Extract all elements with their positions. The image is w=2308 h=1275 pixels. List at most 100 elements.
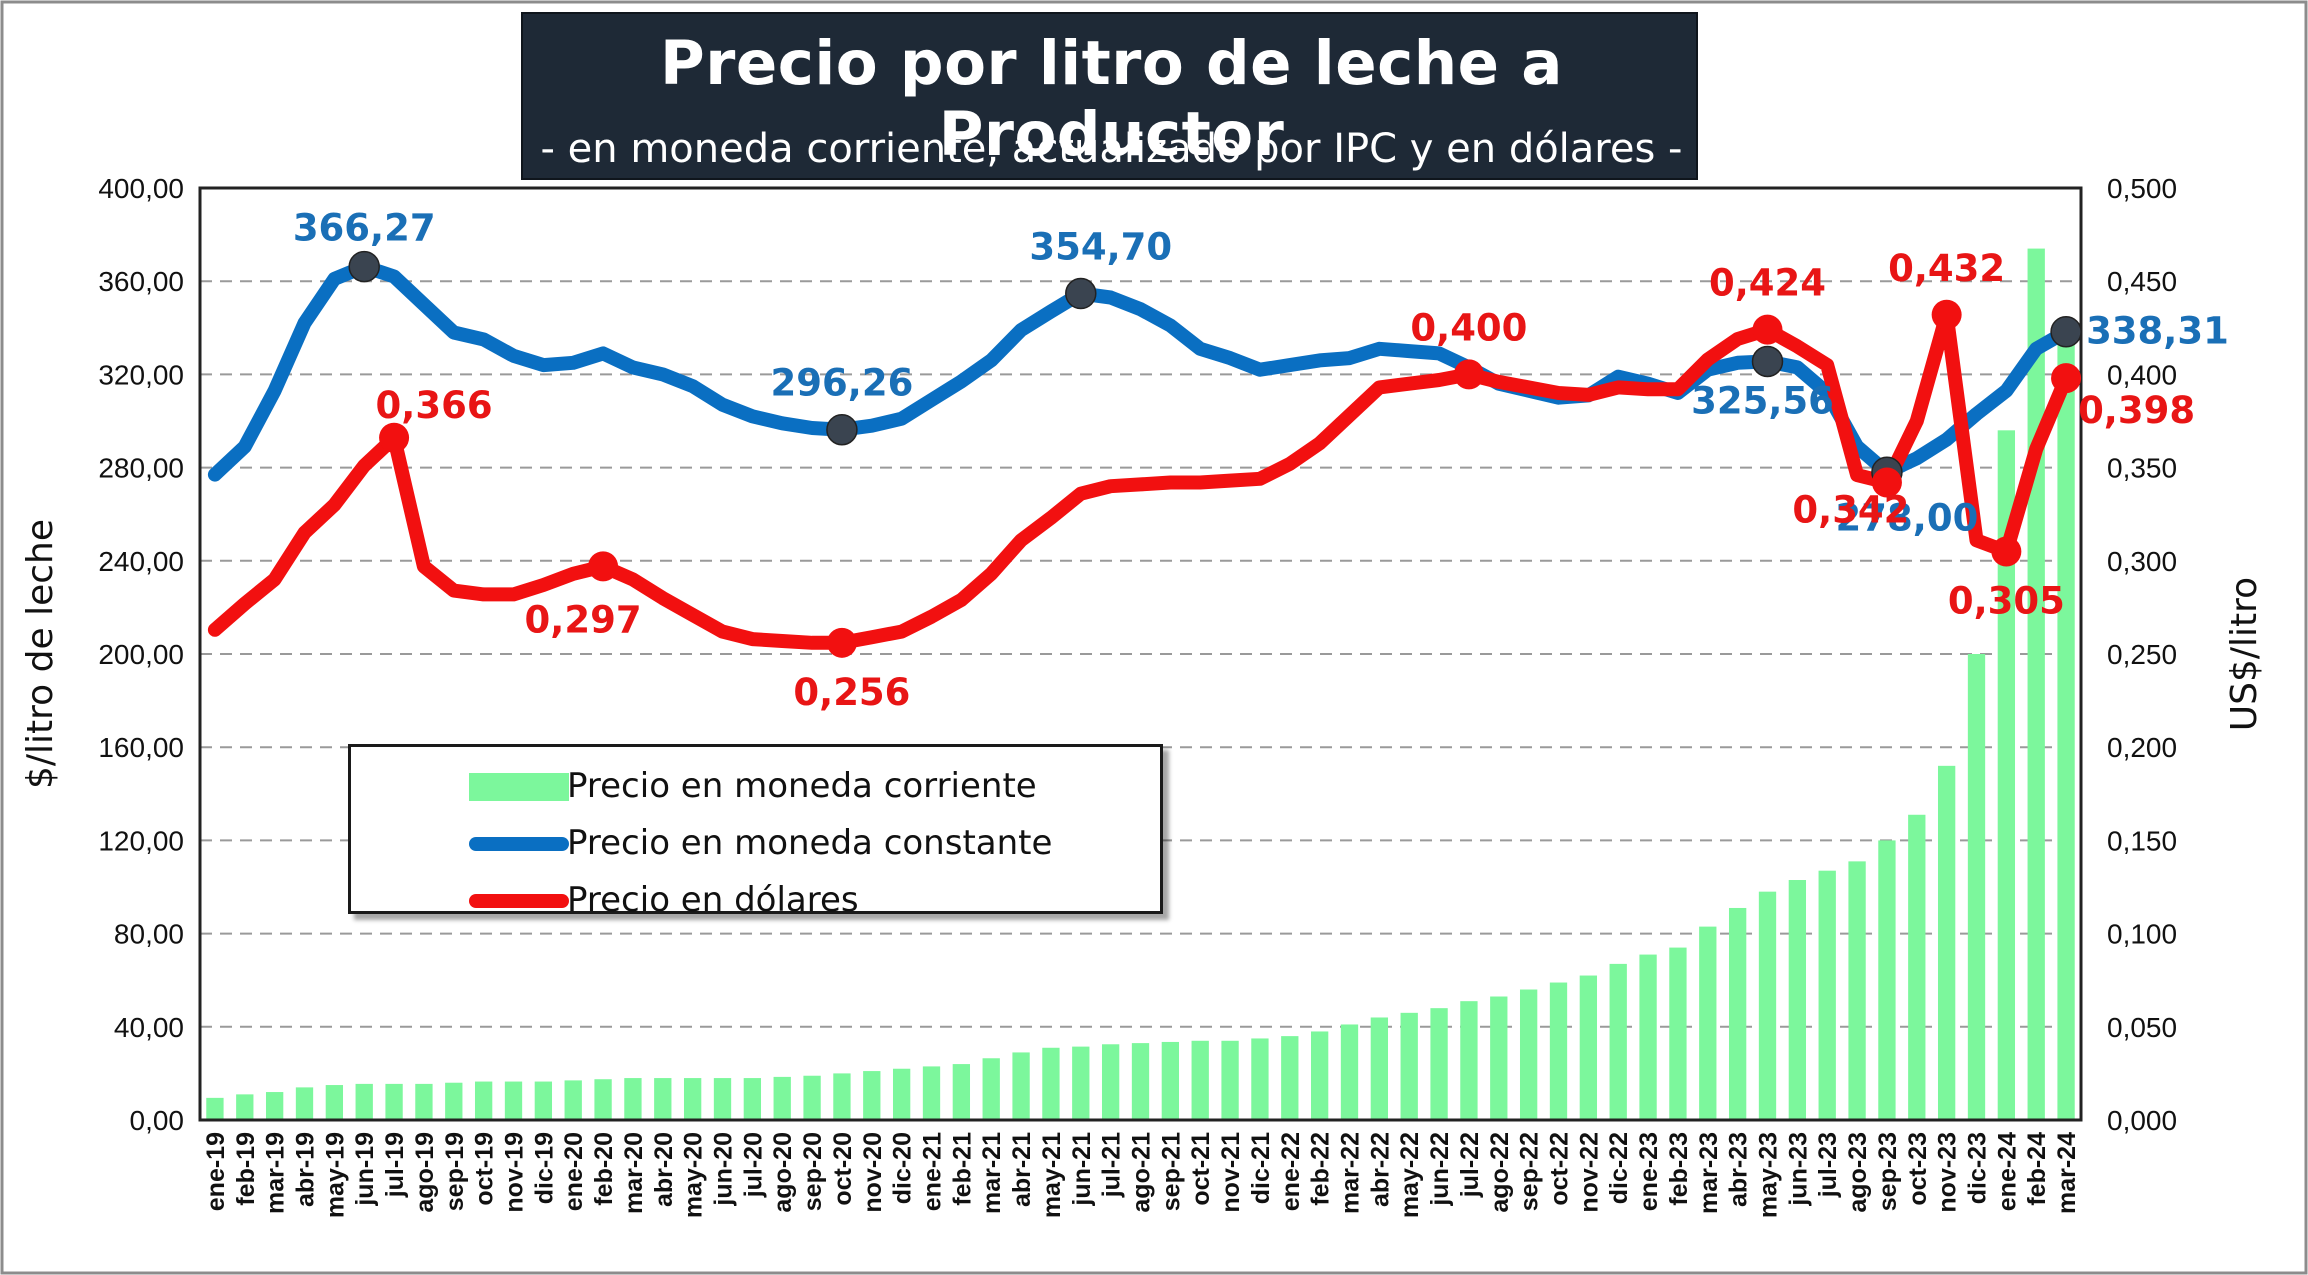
bar-ago-19 xyxy=(415,1083,433,1120)
legend-item-current: Precio en moneda corriente xyxy=(351,761,1160,813)
x-tick-label: feb-22 xyxy=(1307,1132,1335,1206)
data-label: 0,398 xyxy=(2078,389,2195,432)
y-tick-left: 200,00 xyxy=(98,639,184,670)
y-tick-right: 0,100 xyxy=(2107,919,2177,950)
data-label: 0,424 xyxy=(1709,262,1826,305)
x-tick-label: ene-20 xyxy=(560,1132,588,1211)
bar-jun-20 xyxy=(713,1078,732,1120)
bar-dic-20 xyxy=(892,1068,911,1120)
bar-ene-23 xyxy=(1639,954,1657,1120)
x-axis-ticks: ene-19 feb-19 mar-19 abr-19 may-19 jun-19 jul-… xyxy=(202,1132,2081,1218)
x-tick-label: jun-21 xyxy=(1068,1132,1096,1207)
x-tick-label: dic-21 xyxy=(1247,1132,1275,1204)
x-tick-label: mar-22 xyxy=(1337,1132,1365,1214)
left-axis-ticks: 0,00 40,00 80,00 120,00 160,00 200,00 240,00 28… xyxy=(98,173,184,1136)
x-tick-label: ene-22 xyxy=(1277,1132,1305,1211)
x-tick-label: sep-19 xyxy=(441,1132,469,1211)
x-tick-label: ene-21 xyxy=(919,1132,947,1211)
bar-mar-23 xyxy=(1699,926,1717,1120)
x-tick-label: oct-19 xyxy=(471,1132,499,1206)
bar-nov-22 xyxy=(1579,975,1598,1120)
data-label: 0,342 xyxy=(1792,489,1909,532)
legend-swatch-line-blue xyxy=(469,837,569,851)
chart-subtitle: - en moneda corriente, actualizado por I… xyxy=(540,126,1683,172)
bar-mar-22 xyxy=(1340,1024,1359,1120)
data-label: 354,70 xyxy=(1029,226,1172,269)
bar-mar-24 xyxy=(2057,331,2075,1121)
y-axis-left-label: $/litro de leche xyxy=(20,519,61,789)
bar-abr-22 xyxy=(1370,1017,1389,1120)
bar-feb-20 xyxy=(594,1079,612,1120)
bar-ene-24 xyxy=(1997,430,2016,1120)
data-label: 338,31 xyxy=(2086,310,2229,353)
bar-ene-19 xyxy=(206,1097,224,1120)
x-tick-label: ago-19 xyxy=(411,1132,439,1213)
x-tick-label: nov-19 xyxy=(501,1132,529,1213)
plot-area-border xyxy=(198,186,2083,1122)
y-tick-left: 0,00 xyxy=(130,1105,185,1136)
x-tick-label: jul-21 xyxy=(1098,1132,1126,1198)
x-tick-label: ene-24 xyxy=(1993,1132,2021,1211)
data-label: 325,56 xyxy=(1691,379,1834,422)
x-tick-label: mar-24 xyxy=(2053,1132,2081,1214)
bar-may-19 xyxy=(325,1085,344,1120)
bar-ene-20 xyxy=(564,1080,582,1120)
data-label: 278,00 xyxy=(1836,496,1979,539)
bar-feb-19 xyxy=(236,1094,254,1120)
bar-dic-22 xyxy=(1609,963,1627,1120)
x-tick-label: may-20 xyxy=(680,1132,708,1218)
legend-item-usd: Precio en dólares xyxy=(351,875,1160,927)
bar-jun-23 xyxy=(1788,880,1807,1120)
y-tick-left: 40,00 xyxy=(114,1012,184,1043)
x-tick-label: dic-19 xyxy=(530,1132,558,1204)
x-tick-label: jul-22 xyxy=(1456,1132,1484,1198)
x-tick-label: may-23 xyxy=(1755,1132,1783,1218)
bar-jun-22 xyxy=(1430,1008,1448,1120)
x-tick-label: jun-23 xyxy=(1784,1132,1812,1207)
marker-constante-mar-24 xyxy=(2050,315,2082,348)
bar-feb-24 xyxy=(2027,248,2045,1120)
x-tick-label: feb-20 xyxy=(590,1132,618,1206)
x-tick-label: ago-20 xyxy=(769,1132,797,1213)
legend-label-constant: Precio en moneda constante xyxy=(567,823,1053,863)
x-tick-label: abr-23 xyxy=(1725,1132,1753,1207)
bar-abr-23 xyxy=(1728,907,1747,1120)
marker-dolares-jul-22 xyxy=(1453,359,1484,390)
chart-title: Precio por litro de leche a Productor xyxy=(660,28,1563,170)
data-label: 0,256 xyxy=(793,671,910,714)
x-tick-label: nov-20 xyxy=(859,1132,887,1213)
marker-dolares-oct-20 xyxy=(826,627,857,658)
x-tick-label: abr-19 xyxy=(292,1132,320,1207)
x-tick-label: oct-23 xyxy=(1904,1132,1932,1206)
marker-dolares-nov-23 xyxy=(1931,299,1962,330)
y-tick-right: 0,300 xyxy=(2107,546,2177,577)
y-tick-left: 400,00 xyxy=(98,173,184,204)
marker-dolares-sep-23 xyxy=(1871,467,1902,498)
legend-label-current: Precio en moneda corriente xyxy=(567,766,1037,806)
x-tick-label: jun-19 xyxy=(351,1132,379,1207)
marker-constante-jun-21 xyxy=(1065,277,1097,310)
y-tick-right: 0,400 xyxy=(2107,359,2177,390)
x-tick-label: ene-19 xyxy=(202,1132,230,1211)
bar-jul-21 xyxy=(1101,1044,1120,1120)
y-tick-right: 0,500 xyxy=(2107,173,2177,204)
bar-jul-23 xyxy=(1818,870,1836,1120)
bar-may-21 xyxy=(1042,1047,1060,1120)
x-tick-label: nov-21 xyxy=(1217,1132,1245,1213)
bar-ago-23 xyxy=(1848,861,1866,1120)
x-tick-label: feb-21 xyxy=(948,1132,976,1206)
y-tick-left: 240,00 xyxy=(98,546,184,577)
x-tick-label: sep-23 xyxy=(1874,1132,1902,1211)
right-axis-ticks: 0,000 0,050 0,100 0,150 0,200 0,250 0,300 0,350… xyxy=(2107,173,2177,1136)
x-tick-label: jun-22 xyxy=(1426,1132,1454,1207)
x-tick-label: abr-20 xyxy=(650,1132,678,1207)
x-tick-label: nov-23 xyxy=(1934,1132,1962,1213)
x-tick-label: may-19 xyxy=(321,1132,349,1218)
bars-current-price xyxy=(206,248,2075,1121)
y-tick-right: 0,000 xyxy=(2107,1105,2177,1136)
bar-may-20 xyxy=(683,1078,702,1120)
y-tick-left: 120,00 xyxy=(98,825,184,856)
x-tick-label: nov-22 xyxy=(1575,1132,1603,1213)
bar-ago-21 xyxy=(1131,1043,1150,1120)
